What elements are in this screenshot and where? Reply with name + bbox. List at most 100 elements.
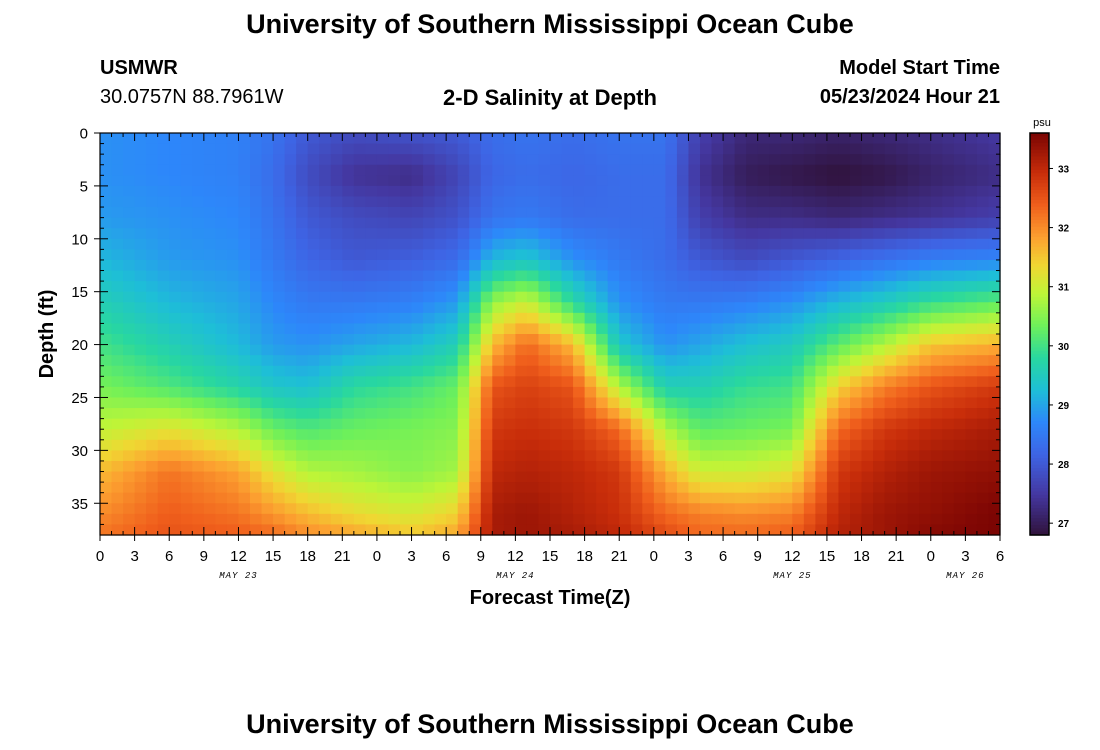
heatmap-cell — [284, 133, 297, 145]
heatmap-cell — [446, 365, 459, 377]
heatmap-cell — [596, 429, 609, 441]
heatmap-cell — [861, 376, 874, 388]
heatmap-cell — [307, 386, 320, 399]
heatmap-cell — [526, 217, 540, 229]
heatmap-cell — [423, 376, 436, 388]
heatmap-cell — [596, 471, 609, 483]
heatmap-cell — [134, 397, 147, 409]
heatmap-cell — [469, 355, 482, 367]
heatmap-cell — [584, 355, 597, 367]
heatmap-cell — [619, 281, 632, 293]
heatmap-cell — [157, 143, 170, 155]
heatmap-cell — [700, 175, 713, 187]
heatmap-cell — [261, 164, 274, 176]
heatmap-cell — [146, 228, 159, 240]
heatmap-cell — [607, 196, 620, 208]
heatmap-cell — [873, 133, 886, 145]
heatmap-cell — [919, 492, 932, 504]
heatmap-cell — [123, 302, 136, 314]
heatmap-cell — [573, 133, 586, 145]
heatmap-cell — [792, 217, 805, 229]
x-tick-label: 12 — [784, 548, 801, 565]
heatmap-cell — [111, 524, 124, 536]
heatmap-cell — [803, 460, 816, 473]
heatmap-cell — [100, 164, 113, 176]
heatmap-cell — [100, 429, 113, 441]
heatmap-cell — [180, 196, 193, 208]
heatmap-cell — [550, 259, 563, 272]
heatmap-cell — [273, 503, 286, 515]
heatmap-cell — [584, 439, 597, 451]
heatmap-cell — [134, 471, 147, 483]
heatmap-cell — [215, 503, 228, 515]
heatmap-cell — [515, 439, 528, 451]
heatmap-cell — [400, 482, 413, 494]
heatmap-cell — [653, 513, 666, 526]
heatmap-cell — [319, 312, 332, 325]
heatmap-cell — [757, 312, 770, 325]
heatmap-cell — [100, 207, 113, 219]
heatmap-cell — [388, 228, 401, 240]
heatmap-cell — [365, 270, 378, 282]
heatmap-cell — [976, 238, 990, 250]
heatmap-cell — [146, 302, 159, 314]
heatmap-cell — [769, 376, 782, 388]
colorbar-segment — [1030, 300, 1049, 305]
colorbar-segment — [1030, 508, 1049, 513]
heatmap-cell — [884, 270, 897, 282]
heatmap-cell — [976, 513, 990, 526]
heatmap-cell — [619, 355, 632, 367]
heatmap-cell — [157, 291, 170, 303]
heatmap-cell — [815, 450, 828, 462]
heatmap-cell — [342, 217, 355, 229]
heatmap-cell — [630, 281, 643, 293]
heatmap-cell — [803, 175, 816, 187]
heatmap-cell — [319, 503, 332, 515]
heatmap-cell — [100, 175, 113, 187]
heatmap-cell — [250, 196, 263, 208]
heatmap-cell — [457, 175, 470, 187]
heatmap-cell — [988, 524, 1001, 536]
heatmap-cell — [319, 418, 332, 430]
heatmap-cell — [792, 492, 805, 504]
heatmap-cell — [503, 312, 516, 325]
heatmap-cell — [296, 185, 309, 198]
heatmap-cell — [896, 513, 909, 526]
heatmap-cell — [792, 439, 805, 451]
heatmap-cell — [838, 439, 851, 451]
heatmap-cell — [919, 397, 932, 409]
heatmap-cell — [480, 408, 493, 420]
heatmap-cell — [376, 175, 390, 187]
heatmap-cell — [423, 164, 436, 176]
heatmap-cell — [411, 418, 424, 430]
heatmap-cell — [284, 196, 297, 208]
heatmap-cell — [757, 175, 770, 187]
heatmap-cell — [711, 143, 724, 155]
heatmap-cell — [953, 482, 966, 494]
heatmap-cell — [861, 365, 874, 377]
heatmap-cell — [492, 312, 505, 325]
heatmap-cell — [434, 408, 447, 420]
heatmap-cell — [815, 323, 828, 335]
colorbar-segment — [1030, 136, 1049, 141]
heatmap-cell — [803, 503, 816, 515]
heatmap-cell — [400, 471, 413, 483]
heatmap-cell — [630, 460, 643, 473]
heatmap-cell — [192, 270, 205, 282]
heatmap-cell — [561, 365, 574, 377]
heatmap-cell — [573, 450, 586, 462]
heatmap-cell — [434, 397, 447, 409]
heatmap-cell — [111, 471, 124, 483]
heatmap-cell — [861, 238, 874, 250]
heatmap-cell — [561, 503, 574, 515]
heatmap-cell — [157, 513, 170, 526]
heatmap-cell — [330, 291, 343, 303]
heatmap-cell — [203, 259, 216, 272]
heatmap-cell — [953, 439, 966, 451]
heatmap-cell — [146, 154, 159, 166]
heatmap-cell — [792, 376, 805, 388]
heatmap-cell — [423, 408, 436, 420]
heatmap-cell — [423, 471, 436, 483]
heatmap-cell — [146, 397, 159, 409]
